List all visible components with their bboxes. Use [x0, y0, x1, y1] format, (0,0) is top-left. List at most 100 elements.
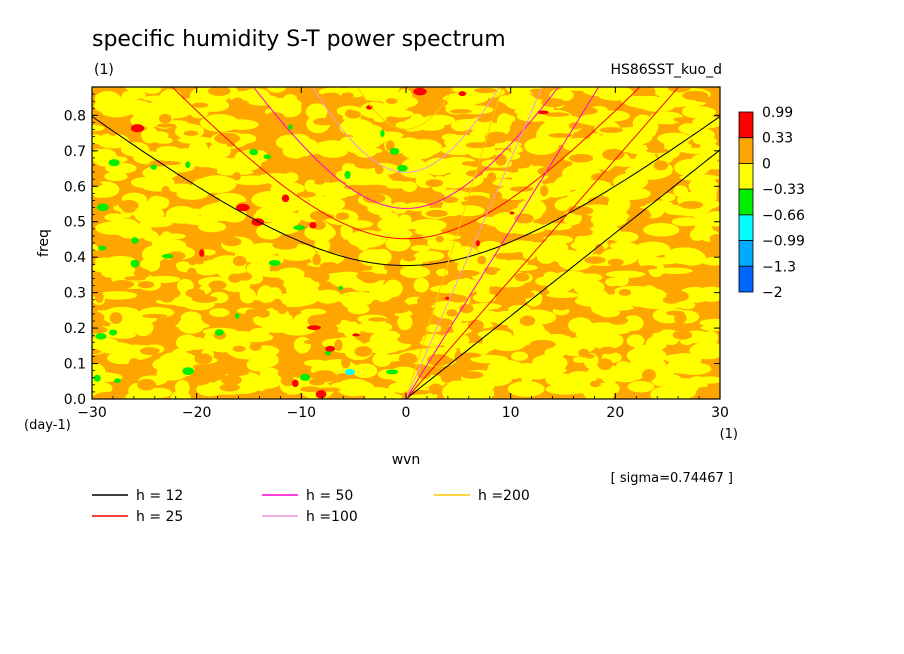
orange-patch [598, 346, 618, 355]
yellow-patch [410, 218, 447, 232]
yellow-patch [144, 387, 172, 398]
orange-patch [489, 190, 503, 201]
yellow-patch [141, 126, 159, 144]
y-tick-label: 0.8 [64, 108, 86, 124]
orange-patch [245, 308, 259, 318]
orange-patch [568, 153, 594, 163]
yellow-patch [294, 138, 318, 149]
yellow-patch [616, 361, 631, 372]
yellow-patch [404, 202, 431, 212]
orange-patch [343, 184, 368, 190]
yellow-patch [456, 312, 479, 322]
yellow-patch [660, 193, 676, 202]
green-patch [96, 203, 109, 212]
yellow-patch [627, 380, 655, 393]
yellow-patch [492, 178, 513, 187]
orange-patch [483, 267, 501, 272]
orange-patch [573, 228, 593, 237]
orange-patch [329, 240, 340, 248]
yellow-patch [556, 177, 588, 187]
yellow-patch [657, 132, 692, 145]
orange-patch [314, 323, 339, 336]
yellow-patch [526, 371, 547, 379]
yellow-patch [456, 384, 495, 399]
gravity-curve-h25 [171, 87, 641, 240]
green-patch [338, 285, 344, 291]
yellow-patch [660, 145, 680, 159]
orange-patch [385, 98, 398, 104]
red-patch [352, 333, 360, 337]
yellow-patch [357, 237, 370, 251]
yellow-patch [114, 99, 152, 115]
yellow-patch [491, 212, 521, 229]
yellow-patch [504, 259, 528, 267]
red-patch [251, 218, 265, 226]
orange-patch [425, 209, 448, 218]
orange-patch [461, 161, 473, 166]
red-patch [413, 87, 427, 96]
orange-patch [156, 123, 177, 128]
orange-patch [206, 196, 220, 204]
orange-patch [368, 317, 388, 322]
orange-patch [272, 240, 298, 250]
orange-patch [529, 339, 556, 350]
yellow-patch [440, 174, 468, 189]
orange-patch [471, 198, 480, 203]
orange-patch [92, 348, 101, 355]
yellow-patch [261, 312, 293, 325]
orange-patch [312, 254, 321, 266]
yellow-patch [358, 249, 387, 267]
yellow-patch [472, 292, 497, 303]
yellow-patch [605, 270, 646, 278]
yellow-patch [575, 182, 608, 198]
y-tick-label: 0.7 [64, 144, 86, 160]
yellow-patch [206, 159, 241, 170]
orange-patch [551, 300, 571, 311]
legend-label: h =200 [478, 488, 530, 504]
yellow-patch [546, 291, 579, 298]
yellow-patch [413, 277, 430, 293]
red-patch [458, 91, 467, 97]
kelvin-curve-h200 [405, 87, 503, 399]
red-patch [235, 203, 250, 212]
green-patch [130, 259, 140, 268]
x-tick-label: −20 [182, 405, 212, 421]
yellow-patch [471, 266, 488, 282]
green-patch [389, 147, 400, 155]
orange-patch [221, 237, 242, 247]
yellow-patch [656, 267, 693, 274]
yellow-patch [397, 137, 420, 150]
red-patch [281, 194, 290, 203]
red-patch [130, 124, 145, 133]
orange-patch [543, 112, 570, 117]
yellow-patch [671, 217, 701, 227]
orange-patch [363, 184, 388, 190]
yellow-patch [157, 275, 174, 283]
orange-patch [98, 116, 117, 125]
colorbar-swatch [738, 163, 754, 190]
yellow-patch [651, 374, 673, 387]
yellow-patch [114, 264, 135, 273]
orange-patch [397, 334, 421, 344]
yellow-patch [410, 245, 431, 252]
yellow-patch [362, 388, 386, 399]
yellow-patch [177, 136, 213, 144]
orange-patch [709, 234, 720, 244]
orange-patch [208, 280, 227, 290]
yellow-patch [520, 246, 545, 256]
yellow-patch [439, 332, 470, 349]
orange-patch [425, 179, 444, 187]
orange-patch [208, 367, 221, 375]
x-tick-label: 10 [502, 405, 520, 421]
green-patch [108, 159, 120, 167]
y-tick-label: 0.4 [64, 250, 86, 266]
orange-patch [362, 193, 386, 204]
legend-label: h = 50 [306, 488, 353, 504]
green-patch [215, 329, 224, 336]
yellow-patch [576, 242, 595, 257]
orange-patch [599, 127, 624, 134]
orange-patch [92, 320, 104, 329]
yellow-patch [607, 195, 631, 213]
orange-patch [220, 374, 242, 385]
orange-patch [249, 342, 262, 351]
